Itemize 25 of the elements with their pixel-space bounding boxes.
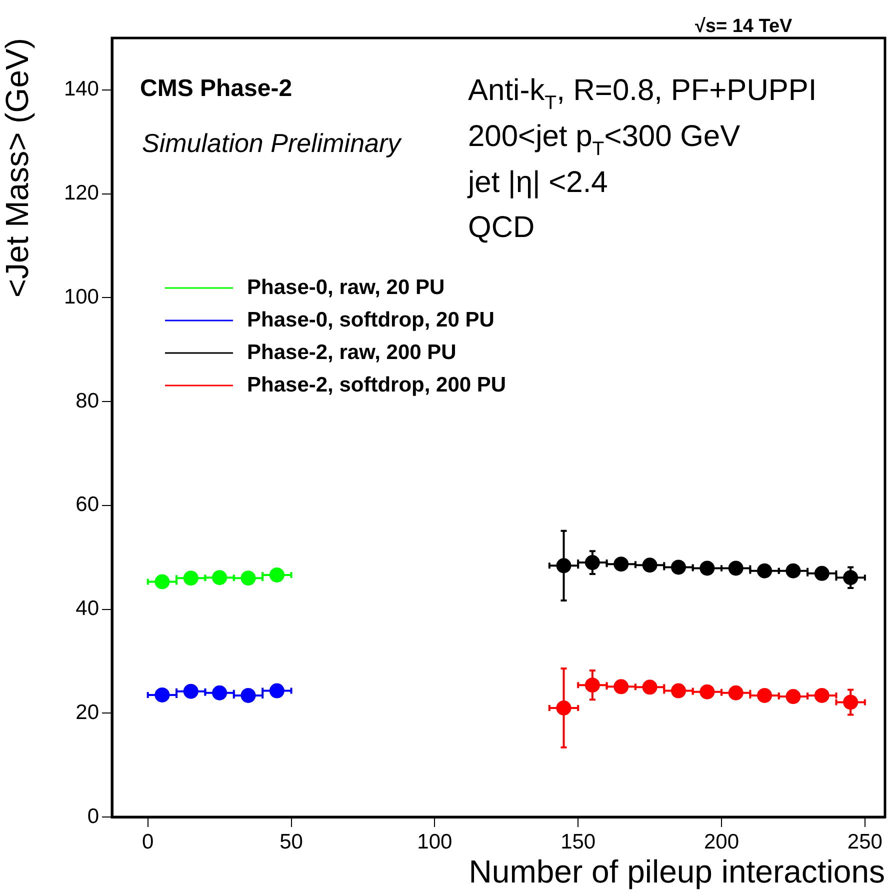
y-tick-label: 100 [64,285,99,308]
annotation: Simulation Preliminary [142,128,403,158]
y-tick-label: 120 [64,182,99,205]
y-axis-title: <Jet Mass> (GeV) [0,38,36,298]
x-axis-title: Number of pileup interactions [468,854,885,890]
y-tick-label: 60 [76,493,99,516]
legend-label: Phase-2, softdrop, 200 PU [247,373,506,396]
legend-label: Phase-0, raw, 20 PU [247,276,445,299]
x-tick-label: 150 [560,830,596,854]
annotation: CMS Phase-2 [140,75,292,102]
text: √s= 14 TeV [695,16,793,37]
x-tick-label: 250 [847,830,882,854]
annotation: jet |η| <2.4 [467,166,608,199]
x-tick-label: 0 [142,830,154,854]
x-tick-label: 100 [417,830,452,854]
y-tick-label: 0 [87,804,99,828]
y-tick-label: 80 [76,389,99,412]
x-tick-label: 200 [704,830,740,854]
legend-label: Phase-0, softdrop, 20 PU [247,308,494,332]
legend-label: Phase-2, raw, 200 PU [247,340,456,364]
annotation: QCD [468,211,535,244]
y-tick-label: 140 [64,78,99,101]
x-tick-label: 50 [280,830,303,854]
y-tick-label: 20 [76,700,99,724]
y-tick-label: 40 [76,597,99,620]
